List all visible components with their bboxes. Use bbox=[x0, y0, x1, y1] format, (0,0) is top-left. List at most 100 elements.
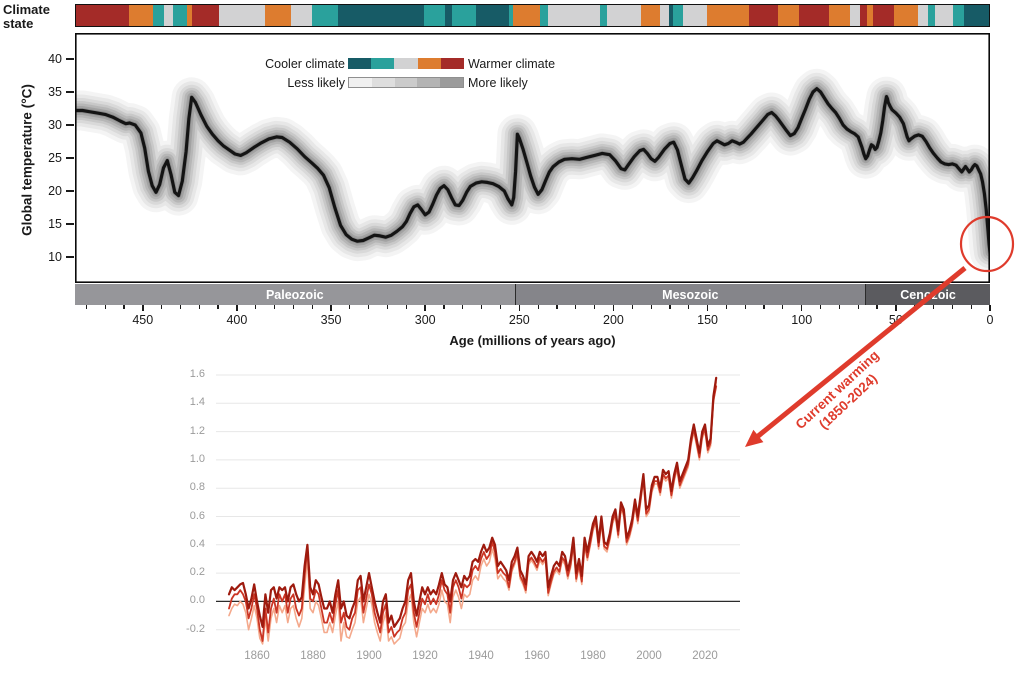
x-minor-tick-mark bbox=[217, 305, 219, 309]
climate-bar-segment bbox=[829, 5, 851, 26]
modern-y-tick-label: 1.0 bbox=[189, 452, 205, 465]
legend-warmer-label: Warmer climate bbox=[468, 57, 556, 71]
x-minor-tick-mark bbox=[198, 305, 200, 309]
y-tick-label: 20 bbox=[48, 183, 62, 198]
climate-bar-segment bbox=[513, 5, 540, 26]
x-tick-mark bbox=[800, 305, 803, 311]
y-tick-mark bbox=[66, 58, 74, 60]
climate-bar-segment bbox=[476, 5, 510, 26]
x-minor-tick-mark bbox=[914, 305, 916, 309]
x-tick-mark bbox=[236, 305, 238, 311]
x-tick-mark bbox=[518, 305, 521, 311]
climate-bar-segment bbox=[778, 5, 800, 26]
climate-bar-segment bbox=[424, 5, 446, 26]
climate-bar-segment bbox=[445, 5, 453, 26]
y-tick-mark bbox=[66, 190, 74, 192]
modern-x-tick-label: 1880 bbox=[300, 650, 326, 662]
y-tick-mark bbox=[66, 124, 74, 126]
modern-y-tick-label: 0.2 bbox=[189, 566, 205, 579]
climate-bar-segment bbox=[682, 5, 707, 26]
temperature-line bbox=[75, 87, 990, 254]
modern-y-tick-label: 1.6 bbox=[189, 368, 205, 380]
climate-bar-segment bbox=[163, 5, 173, 26]
x-minor-tick-mark bbox=[104, 305, 106, 309]
legend-likelihood-swatches bbox=[348, 77, 464, 88]
climate-bar-segment bbox=[128, 5, 153, 26]
climate-bar-segment bbox=[748, 5, 779, 26]
x-minor-tick-mark bbox=[838, 305, 840, 309]
climate-swatch bbox=[417, 58, 441, 69]
x-minor-tick-mark bbox=[368, 305, 370, 309]
climate-bar-segment bbox=[964, 5, 989, 26]
legend-climate-swatches bbox=[348, 58, 465, 69]
climate-bar-segment bbox=[659, 5, 669, 26]
chart-frame bbox=[75, 33, 990, 283]
climate-bar-segment bbox=[186, 5, 192, 26]
x-tick-label: 50 bbox=[888, 313, 903, 327]
x-axis-title: Age (millions of years ago) bbox=[449, 333, 616, 348]
climate-bar-segment bbox=[873, 5, 895, 26]
legend-more-likely-label: More likely bbox=[468, 76, 528, 90]
likelihood-swatch bbox=[394, 78, 418, 87]
modern-y-tick-label: 1.2 bbox=[189, 424, 205, 437]
modern-y-tick-label: -0.2 bbox=[186, 622, 205, 635]
x-tick-label: 350 bbox=[320, 313, 342, 327]
climate-bar-segment bbox=[599, 5, 607, 26]
x-minor-tick-mark bbox=[951, 305, 953, 309]
climate-state-line1: Climate bbox=[3, 2, 50, 17]
x-tick-label: 0 bbox=[986, 313, 994, 327]
x-minor-tick-mark bbox=[537, 305, 539, 309]
modern-chart-svg bbox=[216, 374, 740, 645]
x-minor-tick-mark bbox=[650, 305, 652, 309]
x-minor-tick-mark bbox=[782, 305, 784, 309]
modern-x-tick-label: 2000 bbox=[636, 650, 662, 662]
x-minor-tick-mark bbox=[725, 305, 727, 309]
era-paleozoic: Paleozoic bbox=[75, 284, 516, 305]
x-minor-tick-mark bbox=[405, 305, 407, 309]
x-minor-tick-mark bbox=[631, 305, 633, 309]
y-tick-label: 35 bbox=[48, 84, 62, 99]
modern-x-tick-label: 1940 bbox=[468, 650, 494, 662]
climate-bar-segment bbox=[218, 5, 265, 26]
x-tick-label: 100 bbox=[791, 313, 813, 327]
x-minor-tick-mark bbox=[932, 305, 935, 309]
era-label: Paleozoic bbox=[265, 287, 324, 302]
x-tick-label: 150 bbox=[697, 313, 719, 327]
y-tick-mark bbox=[66, 91, 74, 93]
annotation-text: Current warming (1850-2024) bbox=[793, 347, 894, 444]
y-tick-label: 40 bbox=[48, 51, 62, 66]
x-minor-tick-mark bbox=[179, 305, 182, 309]
x-minor-tick-mark bbox=[556, 305, 558, 309]
x-tick-label: 300 bbox=[414, 313, 436, 327]
x-minor-tick-mark bbox=[386, 305, 389, 309]
anomaly-line-record-dark bbox=[227, 376, 718, 628]
x-tick-mark bbox=[142, 305, 144, 311]
climate-swatch bbox=[348, 58, 372, 69]
climate-swatch bbox=[440, 58, 465, 69]
climate-bar-segment bbox=[264, 5, 291, 26]
x-minor-tick-mark bbox=[481, 305, 483, 309]
x-tick-mark bbox=[989, 305, 991, 311]
x-tick-mark bbox=[706, 305, 709, 311]
modern-x-tick-label: 1920 bbox=[412, 650, 438, 662]
modern-x-tick-label: 1980 bbox=[580, 650, 606, 662]
x-minor-tick-mark bbox=[857, 305, 859, 309]
x-minor-tick-mark bbox=[255, 305, 257, 309]
climate-bar-segment bbox=[606, 5, 641, 26]
climate-bar-segment bbox=[640, 5, 660, 26]
y-tick-label: 15 bbox=[48, 216, 62, 231]
x-tick-label: 450 bbox=[132, 313, 154, 327]
x-minor-tick-mark bbox=[688, 305, 690, 309]
climate-bar-segment bbox=[668, 5, 673, 26]
y-tick-label: 25 bbox=[48, 150, 62, 165]
modern-x-tick-label: 2020 bbox=[692, 650, 718, 662]
x-tick-label: 250 bbox=[508, 313, 530, 327]
likelihood-swatch bbox=[440, 78, 463, 87]
era-cenozoic: Cenozoic bbox=[866, 284, 990, 305]
climate-bar-segment bbox=[312, 5, 339, 26]
x-minor-tick-mark bbox=[161, 305, 163, 309]
era-label: Mesozoic bbox=[662, 287, 719, 302]
x-minor-tick-mark bbox=[744, 305, 746, 309]
x-minor-tick-mark bbox=[594, 305, 596, 309]
annotation-arrowhead bbox=[745, 429, 764, 447]
